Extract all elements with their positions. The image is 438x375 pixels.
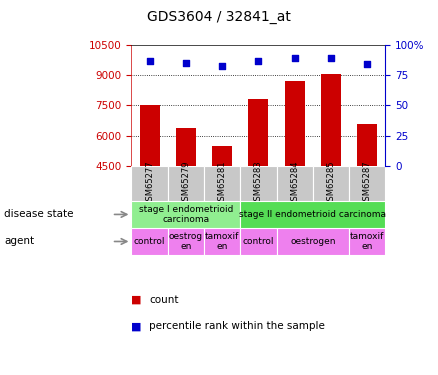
Bar xyxy=(276,166,313,201)
Bar xyxy=(276,228,349,255)
Text: ■: ■ xyxy=(131,295,145,305)
Point xyxy=(219,63,226,69)
Text: tamoxif
en: tamoxif en xyxy=(205,232,239,251)
Bar xyxy=(131,166,168,201)
Point xyxy=(255,58,262,64)
Point xyxy=(328,55,335,61)
Text: stage II endometrioid carcinoma: stage II endometrioid carcinoma xyxy=(239,210,386,219)
Text: ■: ■ xyxy=(131,321,145,331)
Text: oestrog
en: oestrog en xyxy=(169,232,203,251)
Point xyxy=(364,62,371,68)
Bar xyxy=(131,228,168,255)
Bar xyxy=(168,166,204,201)
Text: GDS3604 / 32841_at: GDS3604 / 32841_at xyxy=(147,10,291,24)
Bar xyxy=(131,201,240,228)
Bar xyxy=(176,128,196,166)
Bar xyxy=(285,81,305,166)
Bar xyxy=(212,146,232,166)
Text: GSM65277: GSM65277 xyxy=(145,160,154,206)
Text: control: control xyxy=(243,237,274,246)
Text: count: count xyxy=(149,295,178,305)
Text: agent: agent xyxy=(4,237,35,246)
Text: GSM65279: GSM65279 xyxy=(181,160,191,206)
Bar xyxy=(168,228,204,255)
Text: GSM65284: GSM65284 xyxy=(290,160,299,206)
Bar xyxy=(357,124,377,166)
Bar xyxy=(321,74,341,166)
Text: GSM65281: GSM65281 xyxy=(218,160,226,206)
Text: GSM65285: GSM65285 xyxy=(326,160,336,206)
Bar xyxy=(140,105,159,166)
Point xyxy=(182,60,189,66)
Bar xyxy=(240,201,385,228)
Point xyxy=(146,58,153,64)
Point xyxy=(291,55,298,61)
Bar xyxy=(313,166,349,201)
Text: tamoxif
en: tamoxif en xyxy=(350,232,385,251)
Bar xyxy=(240,228,276,255)
Bar xyxy=(349,228,385,255)
Bar xyxy=(204,228,240,255)
Text: control: control xyxy=(134,237,165,246)
Text: GSM65287: GSM65287 xyxy=(363,160,372,206)
Text: oestrogen: oestrogen xyxy=(290,237,336,246)
Bar xyxy=(248,99,268,166)
Text: GSM65283: GSM65283 xyxy=(254,160,263,206)
Text: stage I endometrioid
carcinoma: stage I endometrioid carcinoma xyxy=(139,205,233,224)
Bar xyxy=(349,166,385,201)
Text: disease state: disease state xyxy=(4,209,74,219)
Bar xyxy=(204,166,240,201)
Bar xyxy=(240,166,276,201)
Text: percentile rank within the sample: percentile rank within the sample xyxy=(149,321,325,331)
